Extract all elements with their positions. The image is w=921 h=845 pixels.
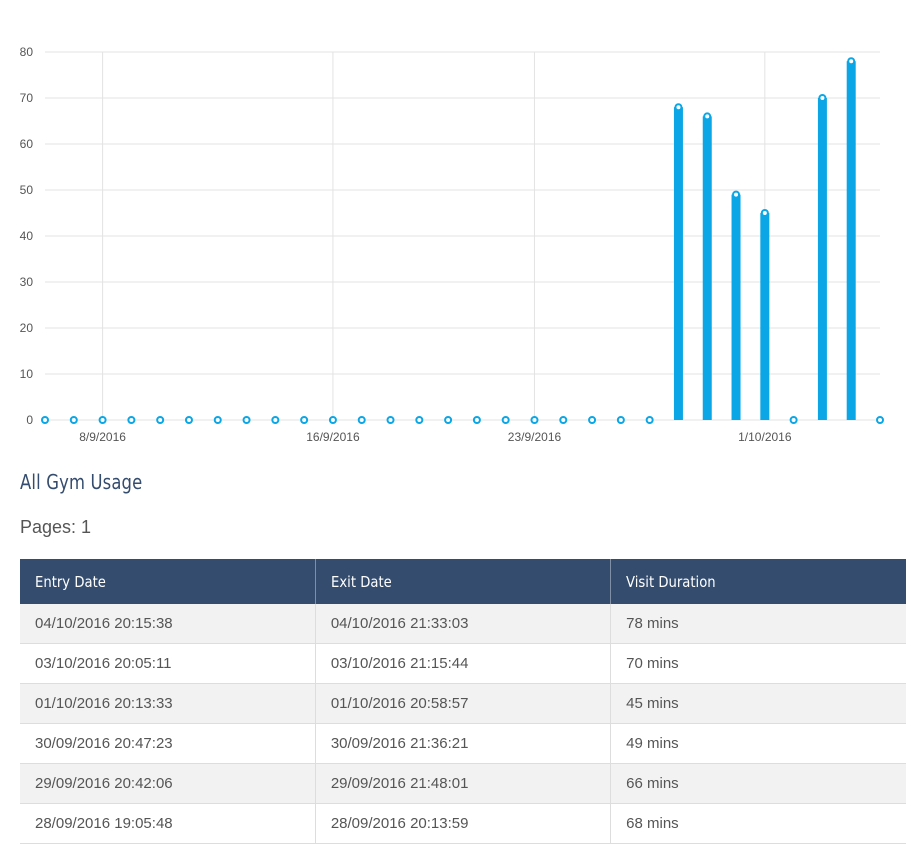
bar [846,61,856,420]
exit-date-cell: 01/10/2016 20:58:57 [315,683,612,724]
y-tick-label: 20 [20,321,34,335]
visit-duration-cell: 66 mins [610,763,906,804]
entry-date-cell: 29/09/2016 20:42:06 [20,763,316,804]
exit-date-cell: 28/09/2016 20:13:59 [315,803,612,844]
exit-date-cell: 29/09/2016 21:48:01 [315,763,612,804]
data-point [69,416,78,424]
data-point [847,57,856,66]
data-point [213,416,222,424]
pages-count: Pages: 1 [20,517,92,537]
data-point [645,416,654,424]
exit-date-cell: 04/10/2016 21:33:03 [315,604,612,644]
x-axis-ticks: 8/9/2016 16/9/2016 23/9/2016 1/10/2016 [79,430,792,444]
visit-duration-cell: 68 mins [610,803,906,844]
table-row: 04/10/2016 20:15:38 04/10/2016 21:33:03 … [20,604,906,644]
table-row: 30/09/2016 20:47:23 30/09/2016 21:36:21 … [20,723,906,764]
y-tick-label: 30 [20,275,34,289]
entry-date-cell: 01/10/2016 20:13:33 [20,683,316,724]
data-point [415,416,424,424]
table-row: 29/09/2016 20:42:06 29/09/2016 21:48:01 … [20,763,906,804]
y-tick-label: 60 [20,137,34,151]
data-point [41,416,49,424]
bar [673,107,683,420]
data-point [703,112,712,121]
y-tick-label: 50 [20,183,34,197]
x-tick-label: 8/9/2016 [79,430,126,444]
chart-grid [45,51,880,421]
data-point [760,209,769,217]
data-point [242,416,251,424]
data-point [300,416,309,424]
data-point [357,416,366,424]
y-tick-label: 10 [20,367,34,381]
bar [760,213,770,420]
table-header-row: Entry Date Exit Date Visit Duration [20,559,906,604]
data-point [559,416,568,424]
entry-date-cell: 03/10/2016 20:05:11 [20,643,316,684]
data-point [127,416,136,424]
entry-date-cell: 28/09/2016 19:05:48 [20,803,316,844]
x-tick-label: 1/10/2016 [738,430,792,444]
data-point [501,416,510,424]
data-point [789,416,798,424]
exit-date-cell: 03/10/2016 21:15:44 [315,643,612,684]
entry-date-cell: 04/10/2016 20:15:38 [20,604,316,644]
y-tick-label: 80 [20,45,34,59]
gym-usage-table: Entry Date Exit Date Visit Duration 04/1… [20,559,906,844]
data-point [386,416,395,424]
data-point [184,416,193,424]
exit-date-cell: 30/09/2016 21:36:21 [315,723,612,764]
data-point [674,103,683,112]
table-row: 03/10/2016 20:05:11 03/10/2016 21:15:44 … [20,643,906,684]
visit-duration-cell: 45 mins [610,683,906,724]
y-tick-label: 40 [20,229,34,243]
header-exit-date: Exit Date [315,559,612,604]
chart-bars [673,61,856,421]
visit-duration-cell: 70 mins [610,643,906,684]
gym-usage-chart: 0 10 20 30 40 50 60 70 80 8/9/2016 16/9/2016 23/9/… [20,45,884,444]
section-title: All Gym Usage [20,470,143,494]
x-tick-label: 23/9/2016 [508,430,562,444]
bar [702,116,712,421]
x-tick-label: 16/9/2016 [306,430,360,444]
y-axis-ticks: 0 10 20 30 40 50 60 70 80 [20,45,34,427]
y-tick-label: 0 [26,413,33,427]
header-visit-duration: Visit Duration [610,559,906,604]
y-tick-label: 70 [20,91,34,105]
data-point [588,416,597,424]
bar [731,194,741,420]
data-point [98,416,107,424]
visit-duration-cell: 78 mins [610,604,906,644]
data-point [444,416,453,424]
data-point [271,416,280,424]
entry-date-cell: 30/09/2016 20:47:23 [20,723,316,764]
visit-duration-cell: 49 mins [610,723,906,764]
data-point [530,416,539,424]
table-row: 01/10/2016 20:13:33 01/10/2016 20:58:57 … [20,683,906,724]
data-point [472,416,481,424]
data-point [732,190,741,199]
data-point [156,416,165,424]
data-point [328,416,337,424]
header-entry-date: Entry Date [20,559,316,604]
data-point [818,94,827,102]
chart-points [41,57,884,424]
bar [817,98,827,420]
data-point [616,416,625,424]
table-row: 28/09/2016 19:05:48 28/09/2016 20:13:59 … [20,803,906,844]
data-point [876,416,884,424]
